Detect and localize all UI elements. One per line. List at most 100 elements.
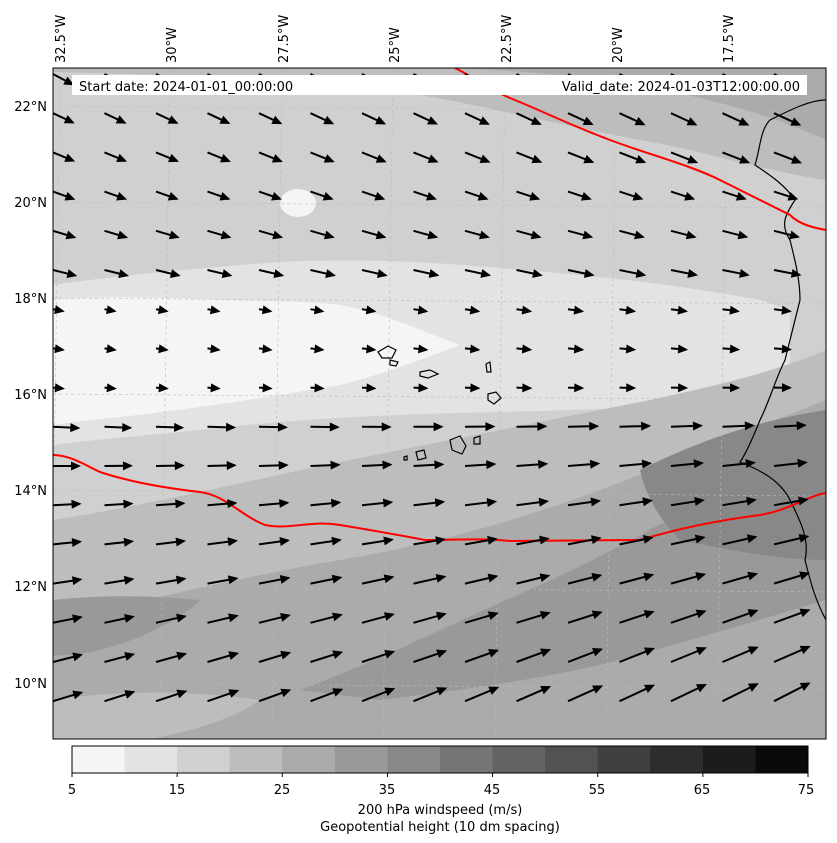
wind-arrow	[104, 229, 129, 240]
lon-label: 17.5°W	[722, 15, 737, 63]
wind-arrow	[464, 498, 498, 507]
wind-arrow	[413, 460, 445, 470]
colorbar-swatch	[177, 746, 231, 773]
wind-arrow	[670, 229, 697, 240]
wind-arrow	[104, 151, 128, 163]
wind-arrow	[619, 572, 655, 585]
wind-arrow	[670, 646, 707, 663]
colorbar	[71, 746, 809, 777]
colorbar-tick-label: 65	[694, 783, 711, 798]
wind-arrow	[619, 190, 644, 201]
wind-arrow	[104, 461, 133, 471]
wind-arrow	[361, 151, 387, 163]
wind-arrow	[53, 652, 84, 663]
wind-arrow	[155, 651, 188, 663]
wind-arrow	[670, 459, 704, 469]
colorbar-swatch	[124, 746, 178, 773]
windspeed-patch-west	[53, 596, 200, 656]
wind-arrow	[207, 461, 237, 471]
island	[487, 391, 502, 405]
wind-arrow	[207, 537, 238, 547]
wind-arrow	[722, 229, 749, 240]
wind-arrow	[516, 229, 542, 240]
wind-arrow	[104, 269, 129, 278]
wind-arrow	[207, 689, 240, 703]
parallel-line	[53, 297, 826, 305]
wind-arrow	[258, 537, 290, 546]
lon-label: 32.5°W	[54, 15, 69, 63]
lat-label: 20°N	[14, 196, 47, 211]
island	[449, 435, 467, 455]
wind-arrow	[361, 649, 396, 663]
wind-arrow	[567, 572, 603, 585]
wind-arrow	[413, 574, 447, 585]
map-frame	[52, 67, 827, 740]
wind-arrow	[258, 498, 290, 508]
wind-arrow	[464, 611, 499, 624]
wind-arrow	[413, 305, 429, 315]
wind-arrow	[155, 689, 188, 703]
wind-arrow	[310, 344, 325, 354]
wind-arrow	[722, 344, 741, 354]
wind-arrow	[413, 229, 439, 240]
wind-arrow	[258, 151, 283, 163]
wind-arrow	[310, 612, 343, 624]
latitude-labels: 22°N 20°N 18°N 16°N 14°N 12°N 10°N	[14, 100, 47, 692]
wind-arrow	[670, 112, 698, 126]
wind-arrow	[207, 305, 221, 315]
wind-arrow	[464, 686, 500, 703]
wind-arrow	[413, 536, 446, 546]
colorbar-swatch	[545, 746, 599, 773]
wind-arrow	[207, 651, 240, 663]
wind-arrow	[413, 498, 446, 508]
wind-arrow	[464, 649, 500, 663]
wind-arrow	[464, 269, 492, 278]
wind-arrow	[413, 190, 437, 201]
wind-arrow	[310, 536, 342, 546]
parallel-line	[53, 489, 826, 497]
wind-arrow	[567, 421, 600, 431]
geopotential-contour-south	[53, 454, 826, 543]
wind-arrow	[567, 535, 602, 546]
island	[403, 455, 408, 461]
wind-arrow	[258, 422, 288, 432]
map-area	[53, 68, 826, 739]
wind-arrow	[722, 496, 757, 507]
wind-arrow	[464, 190, 489, 201]
wind-arrow	[619, 305, 637, 315]
wind-arrow	[258, 650, 292, 663]
wind-arrow	[773, 151, 802, 164]
wind-arrow	[258, 344, 273, 354]
wind-arrow	[516, 421, 548, 431]
colorbar-swatch	[387, 746, 441, 773]
wind-arrow	[670, 151, 699, 164]
wind-arrow	[464, 573, 499, 585]
windspeed-patch-sw	[53, 692, 260, 739]
wind-arrow	[361, 612, 395, 624]
wind-arrow	[516, 190, 541, 201]
wind-arrow	[104, 423, 133, 433]
wind-arrow	[53, 344, 65, 354]
wind-arrow	[104, 690, 136, 703]
wind-arrow	[207, 269, 233, 278]
wind-arrow	[155, 575, 187, 585]
wind-arrow	[516, 573, 551, 585]
wind-arrow	[722, 646, 759, 663]
wind-arrow	[464, 344, 481, 354]
wind-arrow	[258, 229, 284, 240]
wind-arrow	[464, 383, 481, 393]
wind-arrow	[258, 688, 292, 703]
colorbar-sublabel: Geopotential height (10 dm spacing)	[320, 820, 560, 835]
wind-arrow	[516, 535, 550, 546]
wind-arrow	[310, 190, 334, 201]
wind-arrow	[670, 269, 699, 278]
wind-arrow	[53, 229, 77, 240]
wind-arrow	[413, 611, 447, 624]
wind-arrow	[773, 496, 809, 507]
colorbar-label: 200 hPa windspeed (m/s)	[358, 803, 523, 818]
wind-arrow	[619, 497, 653, 507]
wind-arrow	[258, 190, 282, 201]
colorbar-tick-label: 25	[274, 783, 291, 798]
wind-arrow	[361, 574, 395, 585]
meridian-line	[271, 68, 283, 739]
